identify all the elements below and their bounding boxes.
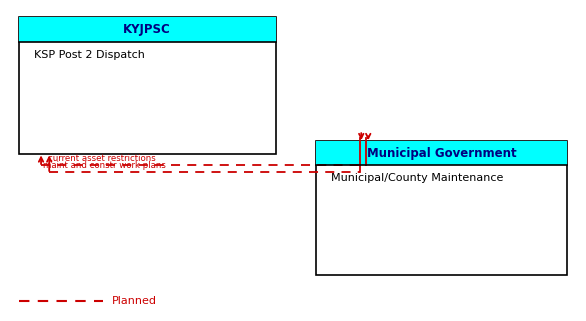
Bar	[19, 17, 275, 42]
Text: current asset restrictions: current asset restrictions	[48, 154, 156, 163]
Text: maint and constr work plans: maint and constr work plans	[43, 161, 166, 170]
Text: Municipal/County Maintenance: Municipal/County Maintenance	[331, 173, 504, 183]
Text: KSP Post 2 Dispatch: KSP Post 2 Dispatch	[35, 50, 145, 60]
Bar	[316, 142, 567, 165]
Text: Planned: Planned	[112, 296, 157, 306]
Bar	[316, 142, 567, 275]
Text: Municipal Government: Municipal Government	[367, 147, 516, 160]
Text: KYJPSC: KYJPSC	[123, 23, 171, 36]
Bar	[19, 17, 275, 154]
